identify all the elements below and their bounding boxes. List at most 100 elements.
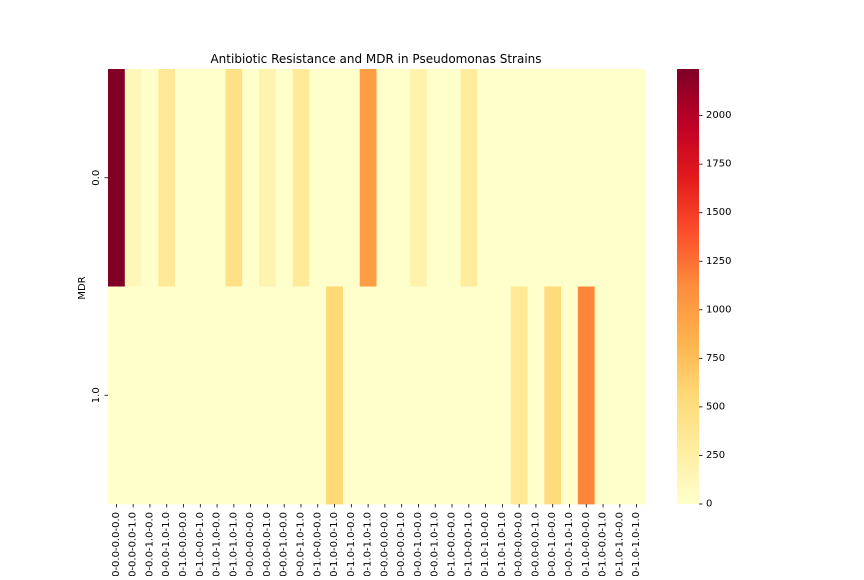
heatmap-cell [275,286,293,505]
heatmap-cell [242,69,260,287]
heatmap-cell [477,286,495,505]
heatmap-cell [577,286,596,505]
x-tick-label: 0.0-1.0-1.0-1.0 [497,512,508,576]
x-tick-label: 0.0-0.0-1.0-1.0 [430,512,441,576]
x-tick-label: 1.0-0.0-0.0-0.0 [514,512,525,576]
colorbar-tick-label: 250 [706,450,725,461]
x-tick-label: 0.0-0.0-1.0-0.0 [144,512,155,576]
heatmap-cell [208,69,226,287]
x-tick-label: 1.0-0.0-0.0-1.0 [530,512,541,576]
x-tick-label: 1.0-0.0-0.0-0.0 [245,512,256,576]
heatmap-cell [611,69,629,287]
x-axis: 0.0-0.0-0.0-0.0 0.0-0.0-0.0-1.0 0.0-0.0-1.… [111,504,642,580]
heatmap-cell [259,286,277,505]
colorbar-gradient [677,69,699,504]
heatmap-cell [376,69,394,287]
heatmap-cell [376,286,394,505]
heatmap-cell [426,69,445,287]
heatmap-cell [275,69,293,287]
x-tick-label: 1.0-1.0-0.0-1.0 [598,512,609,576]
x-tick-label: 1.0-1.0-1.0-1.0 [631,512,642,576]
heatmap-cell [141,69,159,287]
heatmap-cell [410,286,428,505]
heatmap-cell [326,286,344,505]
heatmap-cell [342,69,361,287]
x-tick-label: 1.0-0.0-1.0-0.0 [279,512,290,576]
heatmap-cell [292,286,310,505]
heatmap-cell [460,69,478,287]
heatmap-cell [611,286,629,505]
heatmap-cell [124,286,142,505]
colorbar-tick-label: 0 [706,499,712,510]
chart-title: Antibiotic Resistance and MDR in Pseudom… [210,52,541,66]
x-tick-label: 1.0-1.0-0.0-0.0 [581,512,592,576]
heatmap-cell [477,69,495,287]
x-tick-label: 1.0-1.0-1.0-0.0 [614,512,625,576]
heatmap-cell [510,69,528,287]
x-tick-label: 0.0-1.0-0.0-0.0 [178,512,189,576]
heatmap-cell [108,69,126,287]
heatmap-cell [577,69,596,287]
heatmap-cell [191,69,210,287]
heatmap-cell [594,69,612,287]
x-tick-label: 0.0-1.0-1.0-0.0 [212,512,223,576]
colorbar-tick-label: 750 [706,353,725,364]
heatmap-cell [594,286,612,505]
x-tick-label: 0.0-1.0-0.0-1.0 [195,512,206,576]
colorbar-tick-label: 1500 [706,207,731,218]
heatmap-cell [460,286,478,505]
x-tick-label: 1.0-1.0-0.0-1.0 [329,512,340,576]
heatmap-cell [342,286,361,505]
heatmap-cell [225,286,243,505]
x-tick-label: 0.0-0.0-1.0-1.0 [161,512,172,576]
heatmap-cell [208,286,226,505]
x-tick-label: 0.0-0.0-0.0-0.0 [111,512,122,576]
heatmap-cell [141,286,159,505]
heatmap-cell [393,69,411,287]
heatmap-cell [309,286,327,505]
heatmap-cell [426,286,445,505]
heatmap-cell [527,286,545,505]
x-tick-label: 0.0-1.0-0.0-0.0 [447,512,458,576]
x-tick-label: 0.0-1.0-1.0-1.0 [228,512,239,576]
colorbar-tick-label: 1250 [706,256,731,267]
heatmap-cell [175,286,193,505]
heatmap-cell [393,286,411,505]
heatmap-cell [561,286,579,505]
x-tick-label: 1.0-0.0-1.0-1.0 [295,512,306,576]
x-tick-label: 1.0-1.0-1.0-0.0 [346,512,357,576]
colorbar-tick-label: 500 [706,401,725,412]
heatmap-cell [561,69,579,287]
x-tick-label: 0.0-0.0-0.0-1.0 [396,512,407,576]
heatmap-cell [443,286,461,505]
x-tick-label: 1.0-1.0-0.0-0.0 [312,512,323,576]
x-tick-label: 0.0-0.0-0.0-1.0 [128,512,139,576]
heatmap-cell [544,69,562,287]
heatmap-cell [510,286,528,505]
heatmap-cell [527,69,545,287]
heatmap-cell [292,69,310,287]
heatmap-cell [309,69,327,287]
heatmap-cell [493,69,512,287]
heatmap-cell [493,286,512,505]
x-tick-label: 0.0-0.0-1.0-0.0 [413,512,424,576]
x-tick-label: 0.0-1.0-1.0-0.0 [480,512,491,576]
y-tick-label: 1.0 [91,387,102,403]
heatmap-cell [326,69,344,287]
x-tick-label: 1.0-0.0-1.0-1.0 [564,512,575,576]
colorbar-tick-label: 1750 [706,159,731,170]
heatmap-cell [410,69,428,287]
heatmap-cell [359,286,377,505]
x-tick-label: 0.0-1.0-0.0-1.0 [463,512,474,576]
heatmap-cell [158,286,176,505]
heatmap-cell [124,69,142,287]
heatmap-cell [259,69,277,287]
x-tick-label: 1.0-1.0-1.0-1.0 [363,512,374,576]
y-axis: 0.0 1.0 [91,170,108,403]
heatmap-cell [443,69,461,287]
heatmap-cell [225,69,243,287]
heatmap-cells [108,69,646,505]
heatmap-cell [628,69,646,287]
